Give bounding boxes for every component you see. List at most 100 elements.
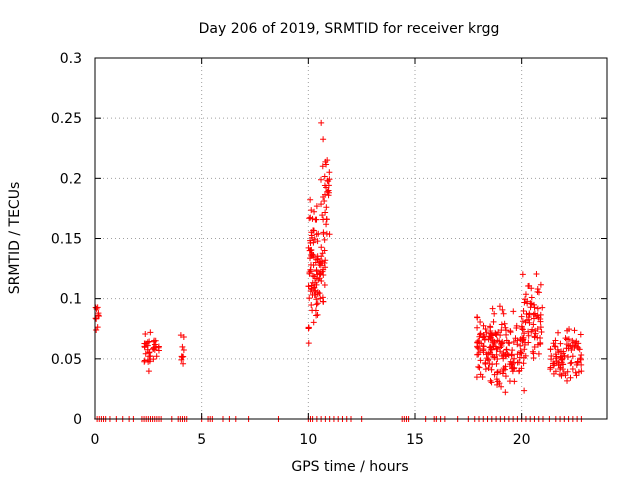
data-point [553,353,560,360]
data-point [310,239,317,246]
data-point [488,331,495,338]
data-point [493,351,500,358]
data-point [497,348,504,355]
data-point [520,360,527,367]
data-point [307,196,314,203]
data-point [490,318,497,325]
data-point [491,371,498,378]
data-point [305,340,312,347]
data-point [537,311,544,318]
data-point [548,356,555,363]
data-point [529,326,536,333]
data-point [490,353,497,360]
data-point [145,368,152,375]
data-point [313,301,320,308]
data-point [309,251,316,258]
x-tick-label: 5 [197,432,206,448]
data-point [319,268,326,275]
data-point [317,295,324,302]
data-point [476,364,483,371]
data-point [313,216,320,223]
data-point [474,339,481,346]
data-point [475,363,482,370]
data-point [477,318,484,325]
data-point [153,343,160,350]
data-point [521,387,528,394]
data-point [144,346,151,353]
data-point [514,341,521,348]
data-point [477,330,484,337]
data-point [484,355,491,362]
data-point [180,353,187,360]
data-point [474,324,481,331]
chart-title: Day 206 of 2019, SRMTID for receiver krg… [199,21,500,37]
data-point [141,344,148,351]
data-point [473,374,480,381]
data-point [531,343,538,350]
data-point [92,304,99,311]
data-point [500,355,507,362]
data-point [557,364,564,371]
data-point [95,312,102,319]
data-point [321,173,328,180]
data-point [569,365,576,372]
data-point [520,307,527,314]
data-point [524,298,531,305]
data-point [560,361,567,368]
data-point [306,215,313,222]
data-point [503,331,510,338]
data-point [322,264,329,271]
data-point [488,366,495,373]
data-point [323,204,330,211]
data-point [547,346,554,353]
data-point [509,347,516,354]
data-point [491,338,498,345]
data-point [499,338,506,345]
data-point [323,216,330,223]
data-point [499,306,506,313]
data-point [308,301,315,308]
data-point [313,275,320,282]
data-point [574,358,581,365]
data-point [560,348,567,355]
data-point [480,322,487,329]
data-point [554,346,561,353]
data-point [525,283,532,290]
data-point [564,354,571,361]
data-point [537,318,544,325]
data-point [323,221,330,228]
data-point [482,359,489,366]
data-point [534,326,541,333]
data-point [498,327,505,334]
data-point [482,366,489,373]
data-point [314,238,321,245]
data-point [321,198,328,205]
data-point [555,359,562,366]
data-point [525,339,532,346]
data-point [488,346,495,353]
data-point [563,336,570,343]
data-point [150,356,157,363]
data-point [319,163,326,170]
data-point [487,377,494,384]
data-point [557,354,564,361]
x-axis-label: GPS time / hours [291,459,408,475]
data-point [550,370,557,377]
data-point [573,338,580,345]
data-point [477,371,484,378]
data-point [547,364,554,371]
y-tick-label: 0.05 [51,352,82,368]
data-point [567,360,574,367]
data-point [474,314,481,321]
data-point [530,321,537,328]
data-point [550,362,557,369]
data-point [503,346,510,353]
data-point [306,270,313,277]
data-point [566,326,573,333]
data-point [147,329,154,336]
data-point [518,350,525,357]
data-point [506,340,513,347]
data-point [309,272,316,279]
x-tick-label: 20 [513,432,531,448]
data-point [509,364,516,371]
